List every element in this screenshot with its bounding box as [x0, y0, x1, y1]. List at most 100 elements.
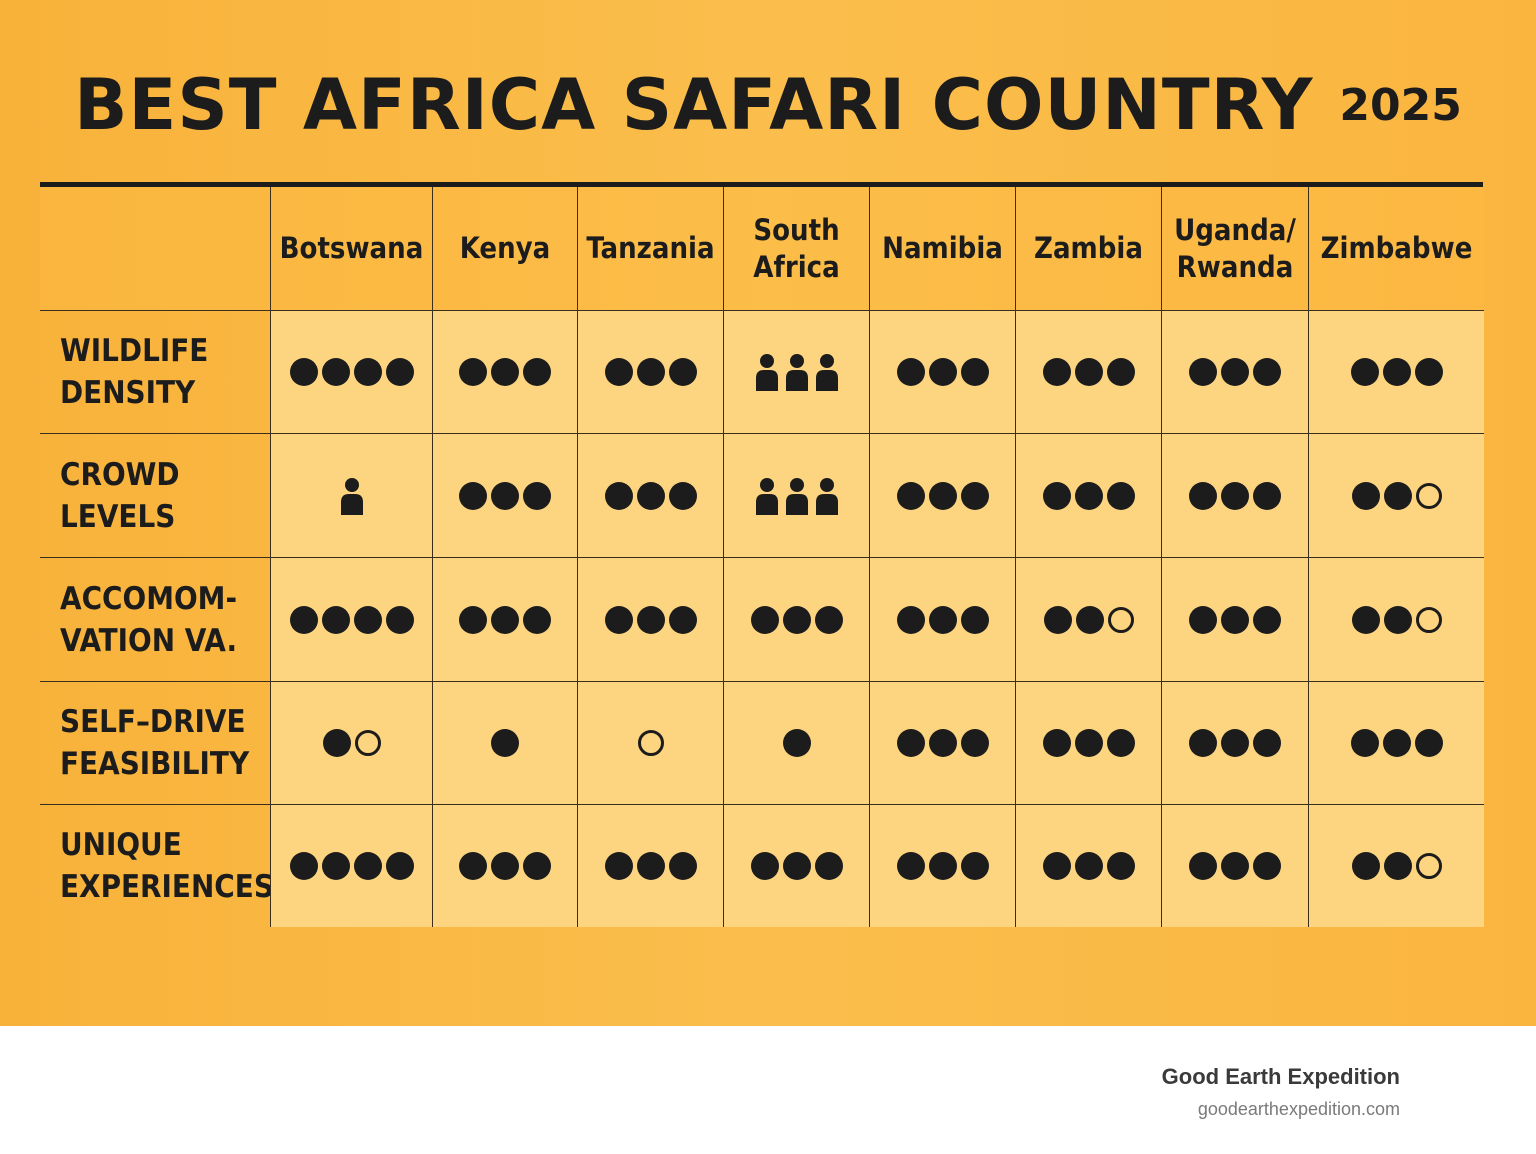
- filled-dot-icon: [814, 605, 843, 634]
- filled-dot-icon: [1106, 481, 1135, 510]
- rating-marks: [1189, 358, 1281, 386]
- filled-dot-icon: [353, 358, 382, 386]
- filled-dot-icon: [321, 852, 350, 880]
- rating-marks: [896, 358, 989, 386]
- column-header-tanzania: Tanzania: [577, 187, 723, 311]
- brand-name[interactable]: Good Earth Expedition: [1161, 1064, 1400, 1089]
- rating-cell-unique-experiences-zimbabwe: [1308, 805, 1484, 927]
- filled-dot-icon: [1074, 852, 1103, 880]
- person-icon: [755, 354, 778, 391]
- column-header-label: Zimbabwe: [1320, 231, 1473, 265]
- rating-marks: [459, 605, 551, 634]
- person-icon: [815, 354, 838, 391]
- filled-dot-icon: [1106, 358, 1135, 386]
- rating-marks: [1189, 852, 1281, 880]
- filled-dot-icon: [782, 852, 811, 880]
- filled-dot-icon: [928, 481, 957, 510]
- empty-dot-icon: [354, 730, 381, 756]
- filled-dot-icon: [459, 852, 487, 880]
- filled-dot-icon: [896, 852, 925, 880]
- rating-marks: [1350, 358, 1443, 386]
- filled-dot-icon: [321, 358, 350, 386]
- filled-dot-icon: [523, 852, 551, 880]
- rating-marks: [459, 358, 551, 386]
- rating-marks: [896, 605, 989, 634]
- rating-cell-self-drive-feasibility-zambia: [1015, 682, 1161, 805]
- filled-dot-icon: [1221, 605, 1249, 634]
- column-header-south-africa: South Africa: [723, 187, 869, 311]
- header-corner: [40, 187, 270, 311]
- rating-marks: [1042, 481, 1135, 510]
- filled-dot-icon: [1189, 605, 1217, 634]
- filled-dot-icon: [385, 358, 414, 386]
- rating-cell-wildlife-density-uganda-rwanda: [1161, 311, 1308, 434]
- filled-dot-icon: [491, 729, 519, 757]
- row-label-text: CROWD LEVELS: [60, 456, 180, 535]
- column-header-botswana: Botswana: [270, 187, 432, 311]
- filled-dot-icon: [289, 852, 318, 880]
- rating-marks: [604, 852, 697, 880]
- empty-dot-icon: [1415, 606, 1442, 633]
- rating-cell-crowd-levels-zimbabwe: [1308, 434, 1484, 558]
- filled-dot-icon: [636, 358, 665, 386]
- rating-cell-self-drive-feasibility-tanzania: [577, 682, 723, 805]
- rating-marks: [604, 605, 697, 634]
- rating-cell-crowd-levels-uganda-rwanda: [1161, 434, 1308, 558]
- filled-dot-icon: [1253, 358, 1281, 386]
- filled-dot-icon: [928, 605, 957, 634]
- rating-marks: [1350, 729, 1443, 757]
- empty-dot-icon: [1107, 606, 1134, 633]
- column-header-zimbabwe: Zimbabwe: [1308, 187, 1484, 311]
- filled-dot-icon: [960, 605, 989, 634]
- row-label-text: UNIQUE EXPERIENCES: [60, 827, 274, 905]
- rating-cell-accomom-vation-va-uganda-rwanda: [1161, 558, 1308, 682]
- column-header-kenya: Kenya: [432, 187, 577, 311]
- row-label-unique-experiences: UNIQUE EXPERIENCES: [40, 805, 274, 927]
- filled-dot-icon: [1253, 605, 1281, 634]
- rating-cell-crowd-levels-tanzania: [577, 434, 723, 558]
- column-header-label: Zambia: [1034, 231, 1143, 265]
- filled-dot-icon: [523, 358, 551, 386]
- filled-dot-icon: [1075, 605, 1104, 634]
- filled-dot-icon: [1042, 481, 1071, 510]
- filled-dot-icon: [782, 605, 811, 634]
- brand-url[interactable]: goodearthexpedition.com: [1197, 1099, 1400, 1119]
- filled-dot-icon: [491, 852, 519, 880]
- filled-dot-icon: [604, 358, 633, 386]
- filled-dot-icon: [491, 358, 519, 386]
- row-label-accomom-vation-va: ACCOMOM- VATION VA.: [40, 558, 270, 682]
- filled-dot-icon: [459, 605, 487, 634]
- filled-dot-icon: [636, 605, 665, 634]
- rating-cell-crowd-levels-south-africa: [723, 434, 869, 558]
- rating-cell-self-drive-feasibility-uganda-rwanda: [1161, 682, 1308, 805]
- filled-dot-icon: [668, 852, 697, 880]
- rating-cell-accomom-vation-va-zambia: [1015, 558, 1161, 682]
- rating-cell-unique-experiences-namibia: [869, 805, 1015, 927]
- person-icon: [785, 354, 808, 391]
- filled-dot-icon: [1189, 481, 1217, 510]
- rating-marks: [1189, 729, 1281, 757]
- filled-dot-icon: [1189, 852, 1217, 880]
- rating-marks: [1351, 852, 1442, 880]
- rating-cell-wildlife-density-kenya: [432, 311, 577, 434]
- person-icon: [755, 477, 778, 515]
- rating-marks: [289, 358, 414, 386]
- column-header-label: Namibia: [882, 231, 1003, 265]
- rating-cell-crowd-levels-zambia: [1015, 434, 1161, 558]
- filled-dot-icon: [1253, 729, 1281, 757]
- rating-cell-unique-experiences-botswana: [270, 805, 432, 927]
- filled-dot-icon: [604, 605, 633, 634]
- person-icon: [815, 477, 838, 515]
- rating-marks: [491, 729, 519, 757]
- rating-cell-unique-experiences-uganda-rwanda: [1161, 805, 1308, 927]
- filled-dot-icon: [353, 605, 382, 634]
- filled-dot-icon: [491, 481, 519, 510]
- filled-dot-icon: [668, 481, 697, 510]
- rating-marks: [1189, 481, 1281, 510]
- rating-cell-wildlife-density-zambia: [1015, 311, 1161, 434]
- filled-dot-icon: [1383, 852, 1412, 880]
- rating-marks: [322, 729, 381, 757]
- rating-cell-self-drive-feasibility-zimbabwe: [1308, 682, 1484, 805]
- rating-marks: [1042, 852, 1135, 880]
- column-header-label: Botswana: [279, 231, 424, 265]
